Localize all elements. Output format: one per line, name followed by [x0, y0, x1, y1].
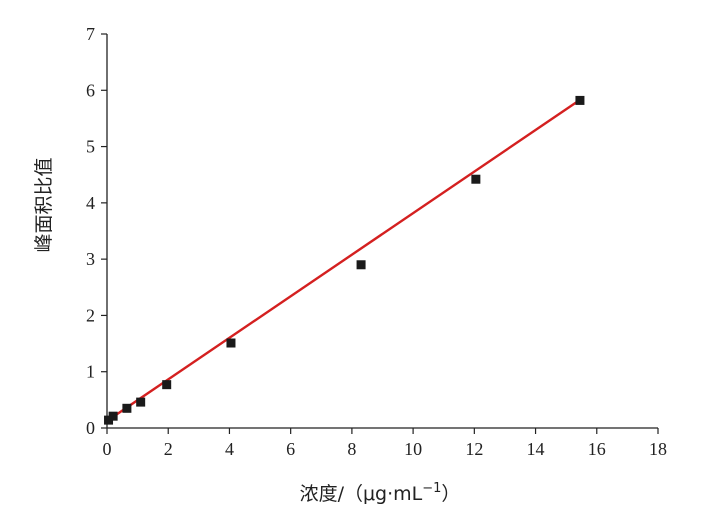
y-axis-label: 峰面积比值 [33, 157, 55, 252]
y-tick-label: 6 [86, 80, 95, 100]
data-point [108, 411, 118, 421]
y-tick-label: 2 [86, 305, 95, 325]
data-point [226, 338, 236, 348]
y-tick-label: 1 [86, 362, 95, 382]
fit-line [106, 98, 581, 422]
x-tick-label: 12 [465, 439, 483, 459]
x-tick-label: 18 [649, 439, 667, 459]
data-point [122, 403, 132, 413]
data-point [162, 380, 172, 390]
fit-line-group [106, 98, 581, 422]
y-tick-label: 5 [86, 137, 95, 157]
x-tick-label: 14 [527, 439, 545, 459]
data-point [104, 415, 114, 425]
x-axis-label-text: 浓度/（μg·mL [300, 483, 423, 505]
x-tick-label: 8 [347, 439, 356, 459]
x-axis-label-superscript: −1 [422, 481, 441, 496]
data-point [136, 397, 146, 407]
axes [106, 34, 658, 429]
y-tick-label: 0 [86, 418, 95, 438]
data-point [471, 174, 481, 184]
data-point [575, 95, 585, 105]
x-tick-label: 4 [225, 439, 234, 459]
x-tick-label: 6 [286, 439, 295, 459]
y-tick-label: 3 [86, 249, 95, 269]
x-axis-label: 浓度/（μg·mL−1） [300, 481, 461, 505]
y-tick-label: 7 [86, 24, 95, 44]
x-axis-label-close: ） [441, 483, 460, 505]
data-point [356, 260, 366, 270]
y-tick-label: 4 [86, 193, 95, 213]
data-points [104, 95, 585, 425]
x-tick-label: 0 [103, 439, 112, 459]
x-tick-label: 2 [164, 439, 173, 459]
x-tick-label: 16 [588, 439, 606, 459]
x-tick-label: 10 [404, 439, 422, 459]
